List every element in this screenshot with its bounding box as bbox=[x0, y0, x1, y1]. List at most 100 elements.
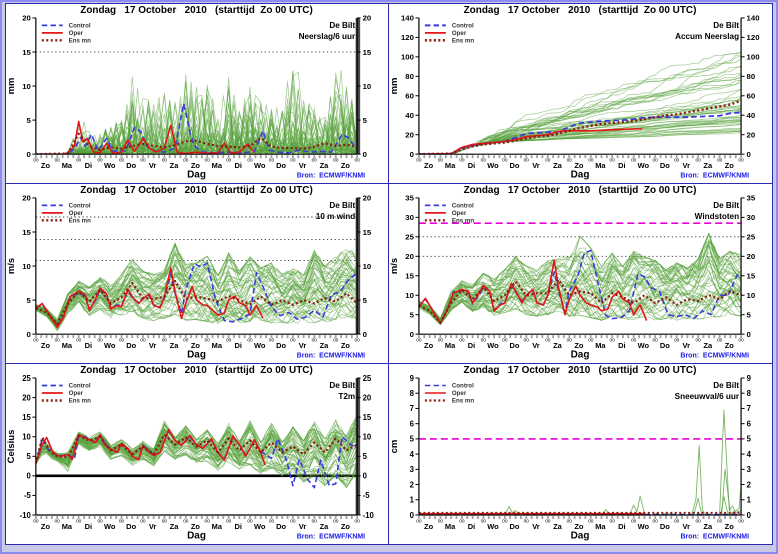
y-tick-label: 35 bbox=[747, 194, 756, 203]
x-hour-label: 00 bbox=[226, 518, 232, 524]
y-tick-label: 40 bbox=[747, 111, 756, 120]
x-tick-box bbox=[292, 516, 294, 519]
x-tick-box bbox=[525, 516, 528, 519]
panel-accum-neerslag: Zondag 17 October 2010 (starttijd Zo 00 … bbox=[389, 4, 772, 184]
x-tick-box bbox=[450, 335, 453, 339]
x-hour-label: 00 bbox=[738, 338, 744, 344]
x-tick-box bbox=[67, 516, 69, 519]
ensemble-plume bbox=[418, 232, 742, 326]
y-tick-label: 1 bbox=[410, 496, 415, 505]
x-tick-box bbox=[72, 516, 75, 519]
x-tick-box bbox=[281, 155, 284, 159]
y-tick-label: 25 bbox=[363, 374, 372, 383]
x-tick-box bbox=[579, 516, 581, 519]
y-tick-label: 3 bbox=[747, 465, 752, 474]
y-tick-label: 25 bbox=[747, 233, 756, 242]
x-hour-label: 00 bbox=[355, 518, 361, 524]
x-tick-box bbox=[109, 335, 112, 339]
x-tick-box bbox=[302, 516, 305, 519]
x-day-label: Di bbox=[468, 522, 475, 531]
x-tick-box bbox=[552, 155, 555, 159]
variable-label: T2m bbox=[338, 392, 355, 401]
x-hour-label: 00 bbox=[312, 338, 318, 344]
legend-item-label: Ens mn bbox=[69, 398, 91, 405]
legend-item-label: Oper bbox=[69, 210, 84, 217]
x-tick-box bbox=[131, 335, 134, 339]
x-day-label: Zo bbox=[725, 341, 735, 350]
x-tick-box bbox=[428, 155, 431, 159]
x-tick-box bbox=[562, 335, 565, 339]
x-hour-label: 00 bbox=[524, 518, 530, 524]
y-tick-label: 2 bbox=[747, 480, 752, 489]
x-day-label: Ma bbox=[445, 522, 456, 531]
x-tick-box bbox=[616, 335, 619, 339]
y-axis-label: mm bbox=[6, 78, 17, 95]
station-label: De Bilt bbox=[329, 21, 355, 30]
x-tick-box bbox=[115, 516, 118, 519]
x-day-label: Do bbox=[510, 161, 520, 170]
x-day-label: Vr bbox=[532, 161, 540, 170]
x-hour-label: 00 bbox=[55, 518, 61, 524]
x-day-label: Ma bbox=[595, 341, 606, 350]
x-tick-box bbox=[88, 155, 91, 159]
x-tick-box bbox=[503, 516, 506, 519]
x-tick-box bbox=[152, 335, 155, 339]
x-tick-box bbox=[334, 516, 337, 519]
x-axis-label: Dag bbox=[187, 530, 206, 541]
x-tick-box bbox=[584, 155, 587, 159]
x-tick-box bbox=[659, 516, 662, 519]
ensemble-member-line bbox=[418, 242, 742, 326]
x-tick-box bbox=[334, 335, 337, 339]
x-tick-box bbox=[297, 335, 300, 339]
x-day-label: Za bbox=[553, 522, 563, 531]
x-tick-box bbox=[734, 155, 737, 159]
x-hour-label: 00 bbox=[76, 158, 82, 164]
x-day-label: Za bbox=[170, 161, 180, 170]
x-tick-box bbox=[740, 335, 742, 339]
x-hour-label: 00 bbox=[653, 518, 659, 524]
x-tick-box bbox=[724, 335, 726, 339]
x-tick-box bbox=[184, 516, 187, 519]
x-tick-box bbox=[681, 155, 683, 159]
x-tick-box bbox=[233, 335, 235, 339]
y-tick-label: 30 bbox=[405, 213, 414, 222]
x-tick-box bbox=[493, 335, 495, 339]
x-tick-box bbox=[163, 155, 166, 159]
x-tick-box bbox=[308, 155, 310, 159]
x-tick-box bbox=[206, 335, 209, 339]
x-tick-box bbox=[265, 335, 268, 339]
x-hour-label: 00 bbox=[481, 518, 487, 524]
panel-t2m: Zondag 17 October 2010 (starttijd Zo 00 … bbox=[6, 364, 389, 544]
x-hour-label: 00 bbox=[162, 338, 168, 344]
x-hour-label: 00 bbox=[33, 158, 39, 164]
x-hour-label: 00 bbox=[312, 158, 318, 164]
x-hour-label: 00 bbox=[226, 338, 232, 344]
x-day-label: Zo bbox=[191, 161, 201, 170]
x-tick-box bbox=[611, 516, 614, 519]
x-hour-label: 00 bbox=[459, 338, 465, 344]
legend-item-label: Control bbox=[69, 23, 91, 30]
y-tick-label: 20 bbox=[363, 393, 372, 402]
x-tick-box bbox=[471, 516, 474, 519]
ensemble-member-line bbox=[418, 468, 742, 515]
x-tick-box bbox=[174, 335, 176, 339]
x-tick-box bbox=[83, 335, 85, 339]
ensemble-member-line bbox=[35, 432, 358, 478]
x-day-label: Do bbox=[126, 161, 136, 170]
x-tick-box bbox=[77, 335, 80, 339]
x-tick-box bbox=[536, 155, 538, 159]
x-day-label: Zo bbox=[41, 161, 51, 170]
x-tick-box bbox=[460, 516, 463, 519]
x-tick-box bbox=[616, 155, 619, 159]
x-hour-label: 00 bbox=[312, 518, 318, 524]
x-tick-box bbox=[302, 335, 305, 339]
x-day-label: Vr bbox=[299, 341, 307, 350]
legend-item-label: Ens mn bbox=[69, 217, 91, 224]
x-tick-box bbox=[275, 335, 278, 339]
x-tick-box bbox=[270, 516, 273, 519]
x-day-label: Wo bbox=[104, 522, 116, 531]
x-hour-label: 00 bbox=[695, 518, 701, 524]
x-hour-label: 00 bbox=[545, 518, 551, 524]
station-label: De Bilt bbox=[713, 381, 739, 390]
x-tick-box bbox=[514, 335, 517, 339]
